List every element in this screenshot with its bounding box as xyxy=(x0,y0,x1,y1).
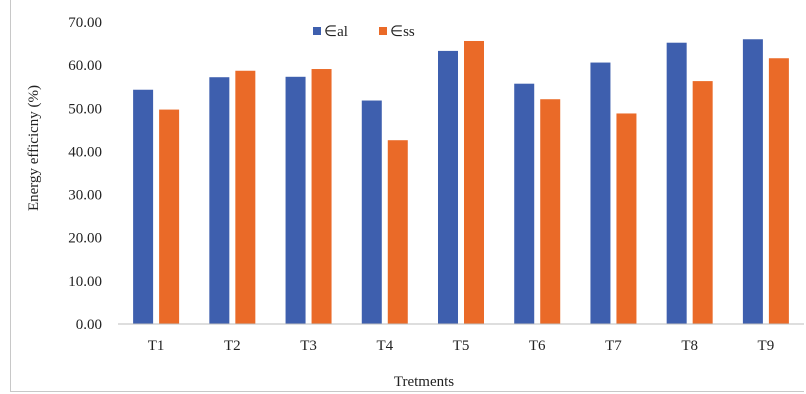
bar-t9-series-1 xyxy=(742,39,763,324)
y-tick-label: 10.00 xyxy=(68,274,102,290)
x-tick-label: T6 xyxy=(529,338,546,354)
x-tick-label: T2 xyxy=(224,338,241,354)
x-axis-title: Tretments xyxy=(394,374,454,390)
bar-t9-series-2 xyxy=(768,58,789,325)
y-axis-ticks: 0.00 10.00 20.00 30.00 40.00 50.00 60.00 70.00 xyxy=(68,15,102,333)
y-tick-label: 20.00 xyxy=(68,231,102,247)
bar-t4-series-2 xyxy=(387,140,408,324)
x-tick-label: T1 xyxy=(148,338,165,354)
legend-label-series-1: ∈al xyxy=(324,24,348,40)
y-tick-label: 0.00 xyxy=(76,317,102,333)
bar-t6-series-2 xyxy=(540,99,561,325)
x-tick-label: T7 xyxy=(605,338,622,354)
y-tick-label: 70.00 xyxy=(68,15,102,31)
bar-t2-series-1 xyxy=(209,77,230,324)
bar-t4-series-1 xyxy=(361,100,382,325)
legend: ∈al ∈ss xyxy=(313,24,415,40)
bar-t7-series-1 xyxy=(590,62,611,324)
x-axis-ticks: T1 T2 T3 T4 T5 T6 T7 T8 T9 xyxy=(148,338,774,354)
bar-t5-series-2 xyxy=(464,40,484,325)
bar-t2-series-2 xyxy=(235,70,256,324)
chart-frame xyxy=(10,0,804,392)
bar-t5-series-1 xyxy=(438,50,458,325)
bar-t8-series-1 xyxy=(666,42,687,325)
y-tick-label: 60.00 xyxy=(68,58,102,74)
y-tick-label: 40.00 xyxy=(68,144,102,160)
bar-t8-series-2 xyxy=(692,81,713,324)
legend-swatch-series-2 xyxy=(379,27,387,35)
x-tick-label: T8 xyxy=(681,338,698,354)
x-tick-label: T9 xyxy=(758,338,775,354)
bar-t1-series-2 xyxy=(159,109,180,324)
legend-swatch-series-1 xyxy=(313,27,321,35)
bar-t6-series-1 xyxy=(514,83,535,325)
legend-label-series-2: ∈ss xyxy=(390,24,415,40)
y-tick-label: 30.00 xyxy=(68,188,102,204)
bar-t7-series-2 xyxy=(616,113,637,324)
y-axis-title: Energy efficicny (%) xyxy=(26,85,42,211)
bar-t1-series-1 xyxy=(133,89,154,324)
x-tick-label: T5 xyxy=(453,338,470,354)
bars xyxy=(133,39,789,325)
bar-t3-series-1 xyxy=(285,76,306,324)
x-tick-label: T4 xyxy=(376,338,393,354)
y-tick-label: 50.00 xyxy=(68,101,102,117)
bar-t3-series-2 xyxy=(311,69,332,324)
x-tick-label: T3 xyxy=(300,338,317,354)
